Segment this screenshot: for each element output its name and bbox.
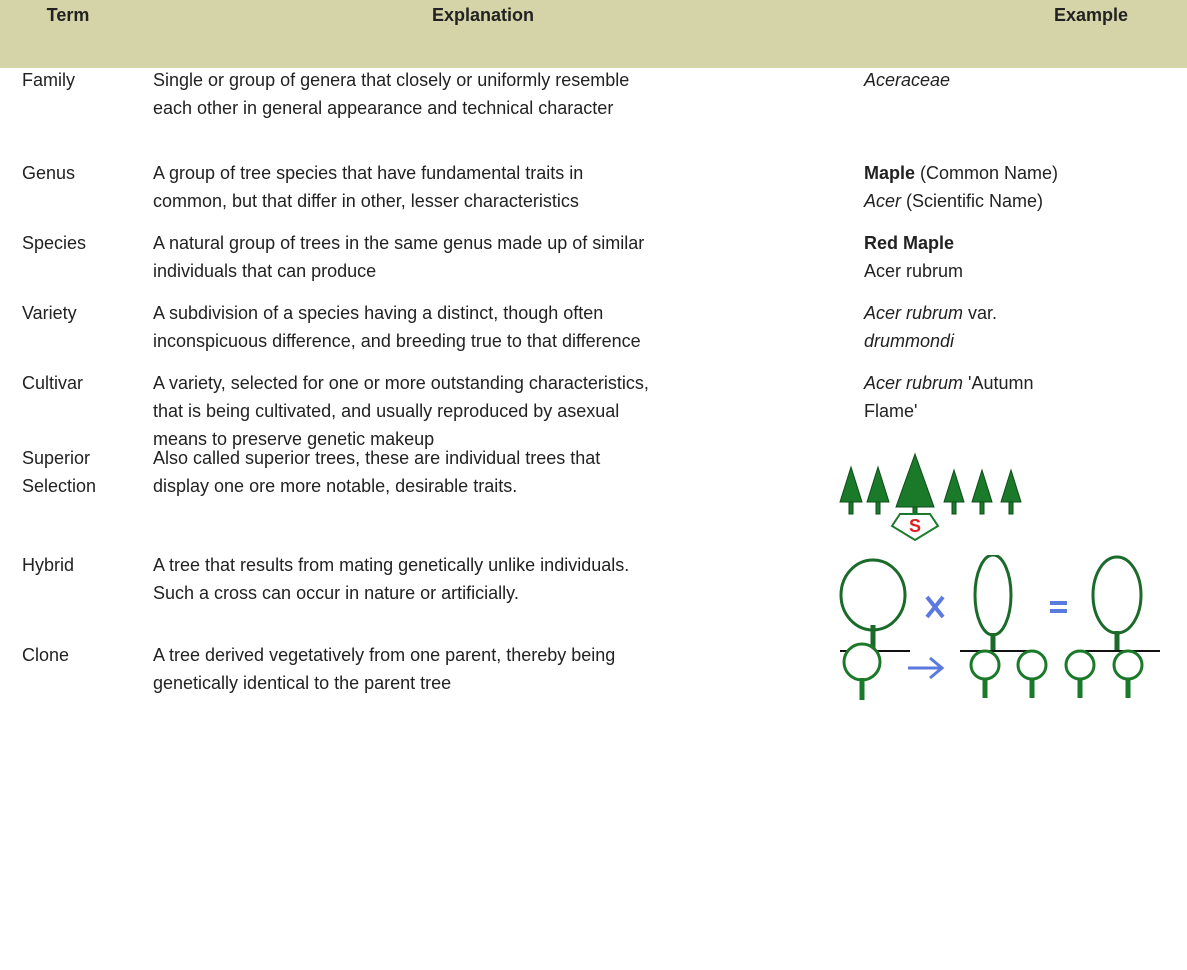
explanation-cell: Single or group of genera that closely o… (153, 66, 629, 122)
header-band (0, 0, 1187, 68)
explanation-line: common, but that differ in other, lesser… (153, 191, 579, 211)
explanation-cell: Also called superior trees, these are in… (153, 444, 600, 500)
explanation-cell: A group of tree species that have fundam… (153, 159, 583, 215)
example-line: Maple (Common Name) (864, 159, 1058, 187)
term-line: Genus (22, 163, 76, 183)
explanation-cell: A tree derived vegetatively from one par… (153, 641, 615, 697)
term-line: Cultivar (22, 373, 84, 393)
term-line: Species (22, 233, 87, 253)
term-line: Clone (22, 645, 70, 665)
term-cell: Superior Selection (22, 444, 96, 500)
example-line: Red Maple (864, 229, 963, 257)
example-run: Aceraceae (864, 70, 951, 90)
explanation-cell: A variety, selected for one or more outs… (153, 369, 649, 453)
clone-icon (842, 642, 1144, 700)
explanation-cell: A natural group of trees in the same gen… (153, 229, 644, 285)
term-line: Superior (22, 448, 91, 468)
example-run: Acer (864, 191, 902, 211)
explanation-line: display one ore more notable, desirable … (153, 476, 518, 496)
explanation-line: that is being cultivated, and usually re… (153, 401, 620, 421)
term-line: Variety (22, 303, 77, 323)
superior-icon: S (839, 452, 1022, 542)
example-run: (Common Name) (915, 163, 1059, 183)
term-cell: Family (22, 66, 75, 94)
term-line: Hybrid (22, 555, 75, 575)
example-cell: Maple (Common Name) Acer (Scientific Name… (864, 159, 1058, 215)
example-run: Flame' (864, 401, 918, 421)
explanation-line: A tree that results from mating genetica… (153, 555, 630, 575)
example-run: drummondi (864, 331, 955, 351)
header-explanation: Explanation (431, 5, 535, 25)
explanation-line: A group of tree species that have fundam… (153, 163, 584, 183)
explanation-line: Single or group of genera that closely o… (153, 70, 630, 90)
term-cell: Clone (22, 641, 69, 669)
explanation-line: A variety, selected for one or more outs… (153, 373, 649, 393)
explanation-line: A subdivision of a species having a dist… (153, 303, 604, 323)
hybrid-icon (839, 555, 1160, 652)
explanation-line: each other in general appearance and tec… (153, 98, 614, 118)
header-example: Example (1053, 5, 1129, 25)
explanation-line: Also called superior trees, these are in… (153, 448, 601, 468)
example-run: Red Maple (864, 233, 955, 253)
example-run: 'Autumn (963, 373, 1034, 393)
explanation-line: genetically identical to the parent tree (153, 673, 452, 693)
term-cell: Variety (22, 299, 77, 327)
example-run: Acer rubrum (864, 303, 964, 323)
term-line: Selection (22, 476, 97, 496)
term-cell: Cultivar (22, 369, 83, 397)
explanation-line: Such a cross can occur in nature or arti… (153, 583, 519, 603)
example-line: drummondi (864, 327, 997, 355)
explanation-cell: A subdivision of a species having a dist… (153, 299, 641, 355)
term-cell: Species (22, 229, 86, 257)
explanation-line: A tree derived vegetatively from one par… (153, 645, 616, 665)
example-line: Flame' (864, 397, 1034, 425)
header-term: Term (46, 5, 90, 25)
explanation-cell: A tree that results from mating genetica… (153, 551, 629, 607)
example-run: Acer rubrum (864, 261, 964, 281)
explanation-line: means to preserve genetic makeup (153, 429, 435, 449)
example-line: Acer rubrum var. (864, 299, 997, 327)
svg-text:S: S (909, 516, 921, 536)
example-run: var. (963, 303, 998, 323)
example-cell: Acer rubrum 'Autumn Flame' (864, 369, 1034, 425)
example-line: Acer rubrum 'Autumn (864, 369, 1034, 397)
term-cell: Hybrid (22, 551, 74, 579)
example-run: Maple (864, 163, 916, 183)
example-cell: Aceraceae (864, 66, 950, 94)
explanation-line: inconspicuous difference, and breeding t… (153, 331, 641, 351)
example-line: Acer (Scientific Name) (864, 187, 1058, 215)
example-cell: Red Maple Acer rubrum (864, 229, 963, 285)
explanation-line: A natural group of trees in the same gen… (153, 233, 645, 253)
example-run: (Scientific Name) (901, 191, 1044, 211)
example-line: Acer rubrum (864, 257, 963, 285)
example-line: Aceraceae (864, 66, 950, 94)
term-line: Family (22, 70, 75, 90)
example-cell: Acer rubrum var. drummondi (864, 299, 997, 355)
example-run: Acer rubrum (864, 373, 964, 393)
term-cell: Genus (22, 159, 75, 187)
explanation-line: individuals that can produce (153, 261, 377, 281)
